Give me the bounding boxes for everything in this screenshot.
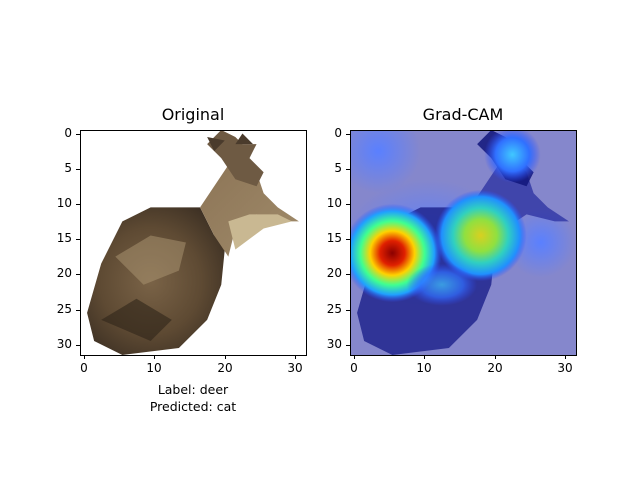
panel-title-gradcam: Grad-CAM (422, 105, 504, 124)
x-tick: 0 (80, 361, 88, 375)
y-tick: 30 (56, 337, 72, 351)
y-tick: 10 (56, 196, 72, 210)
original-image (80, 130, 306, 355)
x-tick: 20 (217, 361, 233, 375)
y-tick: 25 (56, 302, 72, 316)
x-tick: 20 (487, 361, 503, 375)
gradcam-image (350, 130, 576, 355)
x-tick: 30 (287, 361, 303, 375)
y-tick: 20 (326, 266, 342, 280)
y-tick: 15 (326, 231, 342, 245)
panel-title-original: Original (161, 105, 225, 124)
x-tick: 10 (146, 361, 162, 375)
y-tick: 20 (56, 266, 72, 280)
y-tick: 15 (56, 231, 72, 245)
label-line: Label: deer (157, 382, 229, 397)
axes-frame-gradcam (350, 130, 577, 356)
y-tick: 10 (326, 196, 342, 210)
y-tick: 5 (64, 161, 72, 175)
y-tick: 25 (326, 302, 342, 316)
y-tick: 5 (334, 161, 342, 175)
axes-frame-original (80, 130, 307, 356)
predicted-line: Predicted: cat (149, 399, 237, 414)
y-tick: 30 (326, 337, 342, 351)
y-tick: 0 (334, 126, 342, 140)
x-tick: 0 (350, 361, 358, 375)
x-tick: 30 (557, 361, 573, 375)
x-tick: 10 (416, 361, 432, 375)
caption: Label: deer Predicted: cat (80, 381, 306, 415)
y-tick: 0 (64, 126, 72, 140)
